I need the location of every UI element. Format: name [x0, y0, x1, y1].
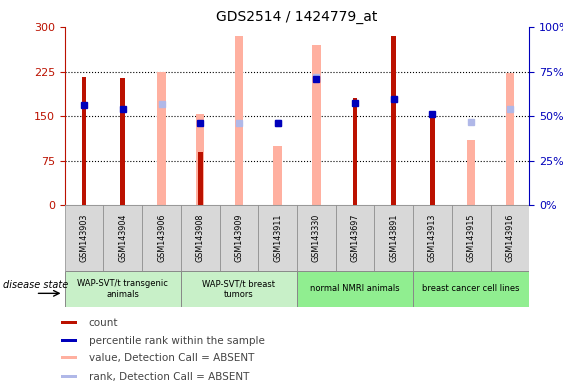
Text: percentile rank within the sample: percentile rank within the sample — [88, 336, 265, 346]
Bar — [352, 98, 358, 205]
Bar — [467, 140, 475, 205]
Bar — [413, 205, 452, 271]
Bar — [430, 114, 435, 205]
Bar — [258, 205, 297, 271]
Bar — [413, 271, 529, 307]
Bar — [391, 36, 396, 205]
Title: GDS2514 / 1424779_at: GDS2514 / 1424779_at — [216, 10, 378, 25]
Bar — [65, 271, 181, 307]
Text: GSM143891: GSM143891 — [389, 214, 398, 262]
Bar — [104, 205, 142, 271]
Bar — [274, 146, 282, 205]
Text: disease state: disease state — [3, 280, 69, 290]
Bar — [61, 321, 77, 324]
Bar — [297, 205, 336, 271]
Bar — [120, 78, 125, 205]
Text: normal NMRI animals: normal NMRI animals — [310, 285, 400, 293]
Bar — [452, 205, 490, 271]
Text: breast cancer cell lines: breast cancer cell lines — [422, 285, 520, 293]
Bar — [506, 73, 514, 205]
Bar — [61, 356, 77, 359]
Bar — [157, 71, 166, 205]
Bar — [490, 205, 529, 271]
Bar — [82, 78, 87, 205]
Text: GSM143904: GSM143904 — [118, 214, 127, 262]
Bar — [297, 271, 413, 307]
Bar — [181, 205, 220, 271]
Text: value, Detection Call = ABSENT: value, Detection Call = ABSENT — [88, 353, 254, 363]
Text: GSM143903: GSM143903 — [79, 214, 88, 262]
Bar — [196, 114, 204, 205]
Text: GSM143908: GSM143908 — [196, 214, 205, 262]
Bar — [220, 205, 258, 271]
Bar — [61, 375, 77, 378]
Text: WAP-SVT/t transgenic
animals: WAP-SVT/t transgenic animals — [77, 279, 168, 299]
Text: rank, Detection Call = ABSENT: rank, Detection Call = ABSENT — [88, 371, 249, 382]
Text: count: count — [88, 318, 118, 328]
Text: GSM143697: GSM143697 — [351, 214, 360, 262]
Bar — [181, 271, 297, 307]
Bar — [374, 205, 413, 271]
Bar — [312, 45, 320, 205]
Bar — [336, 205, 374, 271]
Text: GSM143906: GSM143906 — [157, 214, 166, 262]
Text: GSM143909: GSM143909 — [234, 214, 243, 262]
Bar — [61, 339, 77, 342]
Text: GSM143330: GSM143330 — [312, 214, 321, 262]
Bar — [142, 205, 181, 271]
Text: GSM143911: GSM143911 — [273, 214, 282, 262]
Bar — [235, 36, 243, 205]
Bar — [65, 205, 104, 271]
Text: WAP-SVT/t breast
tumors: WAP-SVT/t breast tumors — [203, 279, 275, 299]
Text: GSM143915: GSM143915 — [467, 214, 476, 262]
Text: GSM143916: GSM143916 — [506, 214, 515, 262]
Text: GSM143913: GSM143913 — [428, 214, 437, 262]
Bar — [198, 152, 203, 205]
